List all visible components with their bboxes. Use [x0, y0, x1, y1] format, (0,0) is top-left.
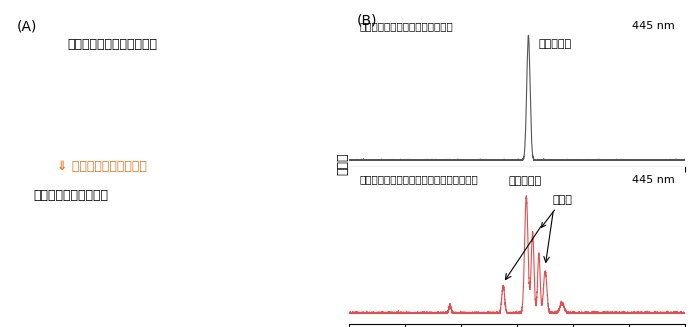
Text: (A): (A)	[17, 19, 37, 33]
Text: シス型: シス型	[541, 195, 572, 227]
FancyBboxPatch shape	[17, 51, 333, 151]
Text: 処理前トランス型フコキサンチン: 処理前トランス型フコキサンチン	[359, 21, 453, 31]
Text: 445 nm: 445 nm	[632, 21, 675, 31]
Text: トランス型フコキサンチン: トランス型フコキサンチン	[67, 38, 157, 51]
Text: 445 nm: 445 nm	[632, 175, 675, 185]
Text: トランス型: トランス型	[538, 39, 572, 49]
Text: シス型フコキサンチン: シス型フコキサンチン	[34, 189, 109, 202]
Text: (B): (B)	[356, 13, 377, 27]
Text: 吸光度: 吸光度	[336, 152, 349, 175]
Text: トランス型: トランス型	[509, 176, 541, 186]
Text: 加熱処理後のシス型リッチフコキサンチン: 加熱処理後のシス型リッチフコキサンチン	[359, 175, 478, 185]
Text: ⇓ 加熱処理による異性化: ⇓ 加熱処理による異性化	[57, 161, 147, 174]
